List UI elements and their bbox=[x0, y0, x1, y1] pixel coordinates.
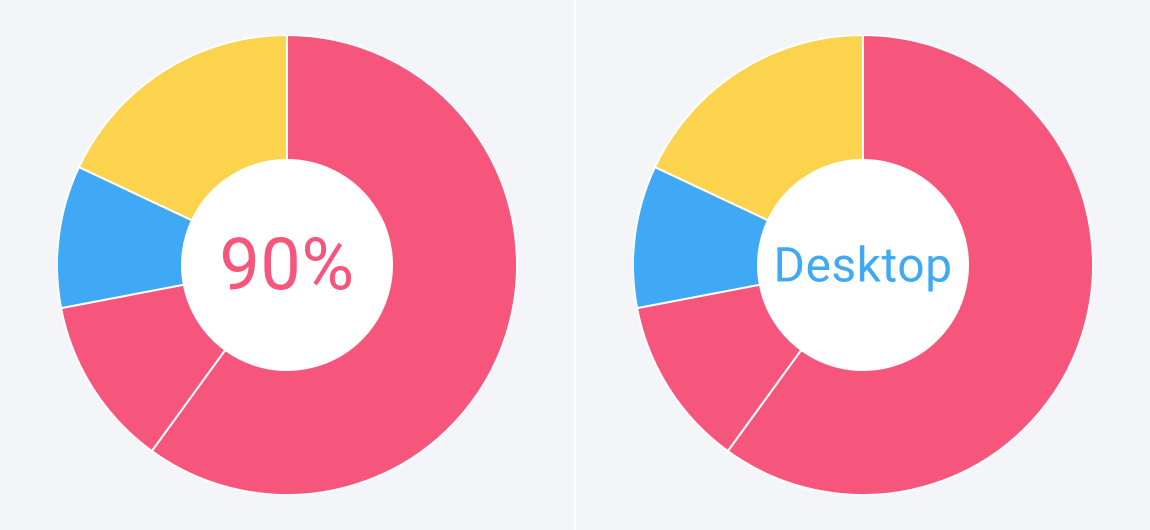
donut-center-label-1: 90% bbox=[219, 223, 354, 308]
donut-center-label-2: Desktop bbox=[773, 237, 952, 294]
chart-panel-right: Desktop bbox=[576, 0, 1150, 530]
donut-chart-2: Desktop bbox=[633, 35, 1093, 495]
donut-chart-1: 90% bbox=[57, 35, 517, 495]
chart-panel-left: 90% bbox=[0, 0, 574, 530]
